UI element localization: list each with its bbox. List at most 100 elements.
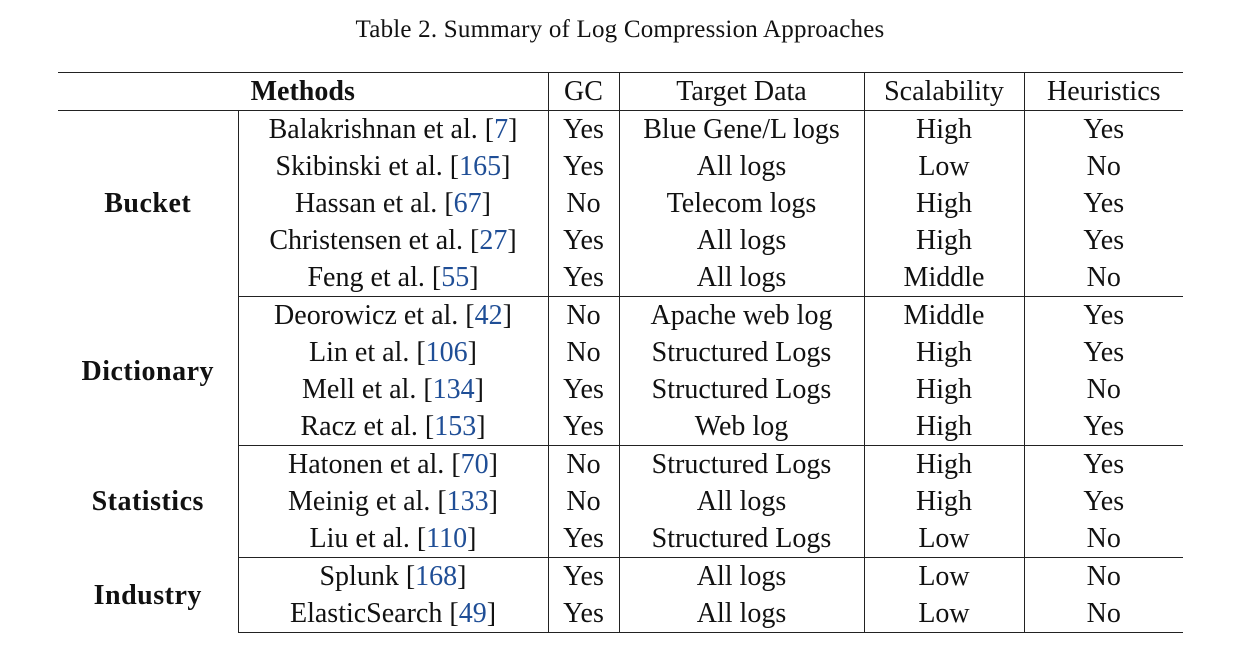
citation-close-bracket: ]: [501, 151, 511, 182]
header-target-data: Target Data: [619, 72, 865, 111]
scalability-cell: High: [864, 408, 1025, 446]
heuristics-cell: No: [1024, 520, 1183, 558]
citation-open-bracket: [: [484, 114, 495, 145]
group-0: Bucket Balakrishnan et al. [7] Yes Blue Gen…: [58, 110, 1183, 297]
gc-cell: Yes: [548, 557, 620, 595]
log-compression-table: Methods GC Target Data Scalability Heuri…: [58, 72, 1183, 633]
heuristics-cell: Yes: [1083, 114, 1125, 145]
table-caption: Table 2. Summary of Log Compression Appr…: [355, 16, 885, 43]
method-cell: Racz et al. [153]: [238, 408, 549, 446]
method-name: Hatonen et al.: [288, 449, 452, 480]
method-name: Balakrishnan et al.: [268, 114, 485, 145]
method-cell: Mell et al. [134]: [238, 371, 549, 408]
table-row: Dictionary Deorowicz et al. [42] No Apache …: [58, 296, 1183, 446]
method-name: Splunk: [319, 561, 406, 592]
citation-open-bracket: [: [431, 262, 442, 293]
method-name: Skibinski et al.: [275, 151, 450, 182]
scalability-cell: Low: [864, 557, 1025, 595]
table-row: Statistics Hatonen et al. [70] No Structure…: [58, 445, 1183, 558]
citation-close-bracket: ]: [481, 188, 491, 219]
citation-open-bracket: [: [449, 151, 460, 182]
citation-link[interactable]: 67: [453, 188, 482, 219]
citation-open-bracket: [: [416, 337, 426, 368]
method-cell: Splunk [168]: [238, 557, 549, 595]
group-2: Statistics Hatonen et al. [70] No Structure…: [58, 445, 1183, 558]
scalability-cell: Low: [864, 520, 1025, 558]
header-scalability: Scalability: [864, 72, 1025, 111]
table-row: Racz et al. [153] Yes Web log High Yes: [58, 408, 1183, 446]
method-cell: Hassan et al. [67]: [238, 185, 549, 222]
table-row: Meinig et al. [133] No All logs High Yes: [58, 483, 1183, 520]
citation-open-bracket: [: [451, 449, 461, 480]
target-data-cell: All logs: [619, 148, 865, 185]
target-data-cell: All logs: [619, 595, 865, 633]
target-data-cell: Structured Logs: [619, 371, 865, 408]
category-cell: Bucket: [58, 110, 239, 297]
gc-cell: No: [548, 185, 620, 222]
gc-cell: Yes: [548, 408, 620, 446]
citation-link[interactable]: 165: [459, 151, 502, 182]
citation-link[interactable]: 49: [458, 598, 487, 629]
table-row: Christensen et al. [27] Yes All logs High Ye…: [58, 222, 1183, 259]
scalability-cell: High: [864, 334, 1025, 371]
heuristics-cell: Yes: [1083, 188, 1125, 219]
scalability-cell: High: [864, 110, 1025, 148]
gc-cell: Yes: [548, 110, 620, 148]
citation-link[interactable]: 134: [432, 374, 475, 405]
target-data-cell: Apache web log: [619, 296, 865, 334]
scalability-cell: Low: [864, 148, 1025, 185]
category-cell: Statistics: [58, 445, 239, 558]
citation-link[interactable]: 70: [460, 449, 489, 480]
target-data-cell: Telecom logs: [619, 185, 865, 222]
target-data-cell: Blue Gene/L logs: [619, 110, 865, 148]
method-name: Mell et al.: [302, 374, 424, 405]
citation-link[interactable]: 110: [426, 523, 468, 554]
target-data-cell: Web log: [619, 408, 865, 446]
scalability-cell: High: [864, 483, 1025, 520]
method-cell: Lin et al. [106]: [238, 334, 549, 371]
group-3: Industry Splunk [168] Yes All logs Low No Elas…: [58, 557, 1183, 633]
table-header: Methods GC Target Data Scalability Heuri…: [58, 72, 1183, 111]
heuristics-cell: Yes: [1083, 449, 1125, 480]
citation-open-bracket: [: [424, 411, 435, 442]
method-cell: ElasticSearch [49]: [238, 595, 549, 633]
citation-link[interactable]: 106: [425, 337, 468, 368]
target-data-cell: Structured Logs: [619, 520, 865, 558]
citation-open-bracket: [: [469, 225, 480, 256]
gc-cell: No: [548, 296, 620, 334]
scalability-cell: High: [864, 445, 1025, 483]
method-cell: Skibinski et al. [165]: [238, 148, 549, 185]
citation-link[interactable]: 168: [415, 561, 458, 592]
table-row: Industry Splunk [168] Yes All logs Low No: [58, 557, 1183, 633]
citation-link[interactable]: 153: [434, 411, 477, 442]
heuristics-cell: Yes: [1024, 408, 1183, 446]
method-name: Feng et al.: [307, 262, 432, 293]
citation-close-bracket: ]: [508, 114, 518, 145]
header-row: Methods GC Target Data Scalability Heuri…: [58, 72, 1183, 111]
citation-open-bracket: [: [423, 374, 433, 405]
method-name: Lin et al.: [309, 337, 417, 368]
gc-cell: No: [548, 445, 620, 483]
citation-close-bracket: ]: [476, 411, 486, 442]
table-row: Liu et al. [110] Yes Structured Logs Low No: [58, 520, 1183, 558]
method-cell: Hatonen et al. [70]: [238, 445, 549, 483]
citation-link[interactable]: 133: [446, 486, 489, 517]
citation-close-bracket: ]: [486, 598, 497, 629]
target-data-cell: All logs: [619, 222, 865, 259]
citation-link[interactable]: 7: [494, 114, 509, 145]
gc-cell: Yes: [548, 595, 620, 633]
gc-cell: Yes: [548, 148, 620, 185]
citation-link[interactable]: 27: [479, 225, 508, 256]
header-heuristics: Heuristics: [1024, 72, 1183, 111]
method-cell: Balakrishnan et al. [7]: [238, 110, 549, 148]
heuristics-cell: No: [1086, 561, 1121, 592]
method-name: Christensen et al.: [269, 225, 470, 256]
citation-close-bracket: ]: [502, 300, 512, 331]
method-name: ElasticSearch: [289, 598, 450, 629]
citation-link[interactable]: 55: [441, 262, 470, 293]
target-data-cell: All logs: [619, 483, 865, 520]
citation-link[interactable]: 42: [474, 300, 503, 331]
scalability-cell: High: [864, 185, 1025, 222]
method-cell: Christensen et al. [27]: [238, 222, 549, 259]
heuristics-cell: Yes: [1083, 337, 1125, 368]
